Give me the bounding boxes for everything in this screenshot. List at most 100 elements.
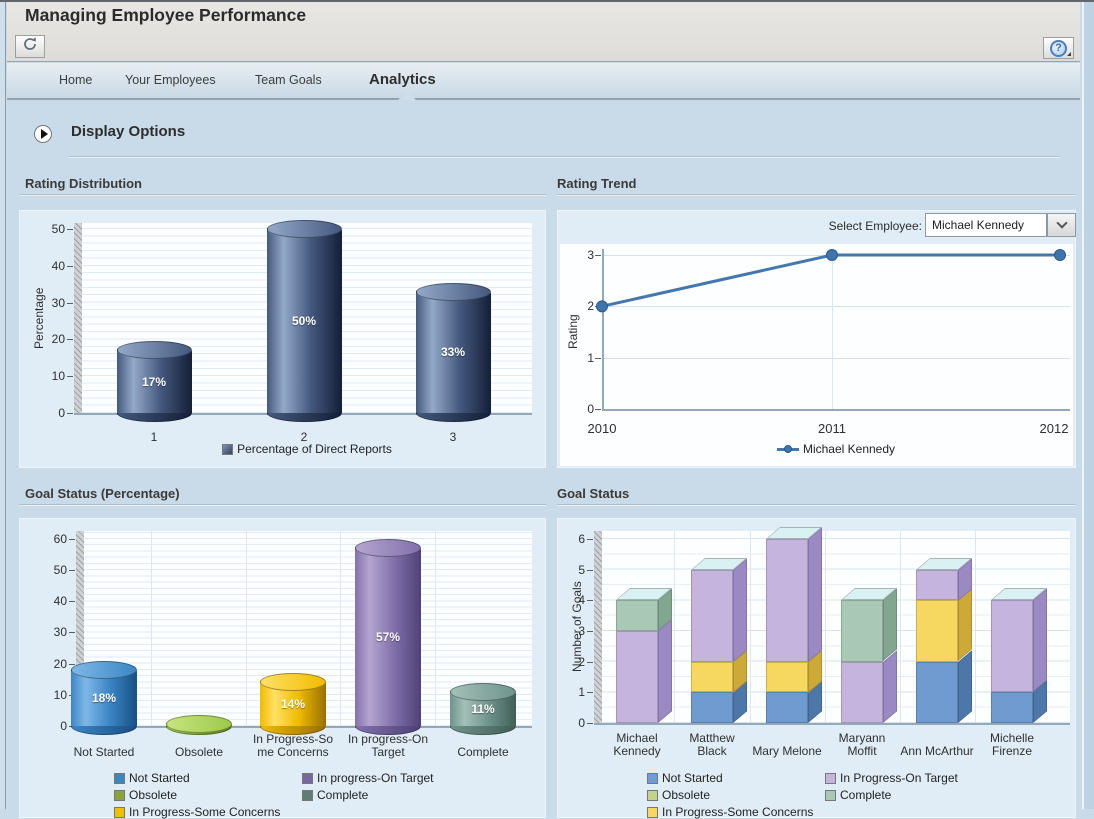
legend-swatch <box>114 806 125 818</box>
segment-front <box>766 661 808 693</box>
segment-side <box>958 588 972 662</box>
segment-front <box>691 569 733 662</box>
grid-line-vertical <box>975 531 976 723</box>
x-category-label: Ann McArthur <box>900 744 974 758</box>
stacked-bar-segment <box>841 649 897 723</box>
legend-item: Complete <box>825 788 891 802</box>
chart-legend: Percentage of Direct Reports <box>82 442 532 456</box>
legend-swatch <box>302 789 313 801</box>
y-tick-label: 10 <box>51 369 65 384</box>
x-category-label: Michael Kennedy <box>613 731 661 758</box>
cylinder-bar: 17% <box>116 350 192 413</box>
segment-front <box>916 661 958 723</box>
x-category-label: 2 <box>300 430 308 444</box>
x-category-label: 3 <box>449 430 457 444</box>
y-tick-label: 60 <box>53 531 67 546</box>
legend-label: Not Started <box>662 771 723 785</box>
display-options-expand-button[interactable] <box>34 125 52 143</box>
tab-your-employees[interactable]: Your Employees <box>125 73 216 87</box>
axis-wall <box>74 223 82 413</box>
grid-line-horizontal <box>602 255 1070 256</box>
legend-item: In Progress-On Target <box>825 771 958 785</box>
page-title: Managing Employee Performance <box>25 5 307 25</box>
y-tick-label: 0 <box>60 719 67 733</box>
legend-swatch <box>647 772 658 784</box>
employee-dropdown[interactable]: Michael Kennedy <box>925 213 1047 237</box>
x-axis-line <box>594 723 1070 725</box>
stacked-bar-segment <box>691 680 747 723</box>
grid-line-vertical <box>750 531 751 723</box>
x-category-label: Complete <box>457 745 509 759</box>
divider <box>557 504 1076 506</box>
x-category-label: Not Started <box>73 745 135 759</box>
cylinder-top-ellipse <box>266 220 342 238</box>
bar-data-label: 33% <box>440 345 466 360</box>
segment-side <box>733 557 747 662</box>
segment-front <box>841 661 883 723</box>
bar-data-label: 11% <box>471 701 495 716</box>
employee-dropdown-button[interactable] <box>1047 213 1076 237</box>
y-tick-label: 4 <box>578 593 585 608</box>
legend-swatch <box>825 789 836 801</box>
section-title-goal-status: Goal Status <box>557 486 630 501</box>
legend-label: Percentage of Direct Reports <box>237 442 392 456</box>
legend-label: Complete <box>317 788 369 802</box>
stacked-bar-segment <box>616 588 673 631</box>
divider <box>557 194 1076 196</box>
stacked-bar-segment <box>766 680 822 723</box>
bar-data-label: 17% <box>141 374 167 389</box>
tab-analytics[interactable]: Analytics <box>369 71 436 88</box>
legend-swatch <box>825 772 836 784</box>
grid-line-vertical <box>246 531 247 726</box>
cylinder-top-ellipse <box>415 282 491 301</box>
goal-status-chart: Number of Goals Not Started Obsolete In Pr… <box>557 518 1076 819</box>
x-category-label: Maryann Moffit <box>838 731 886 758</box>
segment-front <box>916 600 958 662</box>
legend-label: In Progress-Some Concerns <box>129 805 281 819</box>
cylinder-top-ellipse <box>450 682 516 701</box>
divider <box>19 504 546 506</box>
legend-swatch <box>222 443 234 455</box>
divider <box>19 194 546 196</box>
axis-wall <box>76 531 84 726</box>
segment-front <box>766 538 808 662</box>
y-tick-mark <box>595 255 601 256</box>
tab-home[interactable]: Home <box>59 73 93 87</box>
legend-label: Not Started <box>129 771 190 785</box>
divider <box>69 156 1060 158</box>
axis-wall <box>594 531 602 723</box>
segment-front <box>991 692 1033 723</box>
stacked-bar-segment <box>991 680 1047 723</box>
page-header: Managing Employee Performance ? <box>7 2 1080 62</box>
x-category-label: Obsolete <box>174 745 224 759</box>
stacked-bar-segment <box>766 649 822 693</box>
stacked-bar-segment <box>766 526 823 662</box>
segment-front <box>991 600 1033 693</box>
bar-data-label: 14% <box>280 697 306 712</box>
active-tab-pointer <box>398 92 416 100</box>
help-button[interactable]: ? <box>1043 37 1074 59</box>
y-tick-label: 30 <box>51 295 65 310</box>
tab-team-goals[interactable]: Team Goals <box>255 73 322 87</box>
window-top-border <box>0 0 1094 2</box>
y-tick-label: 6 <box>578 531 585 546</box>
help-icon: ? <box>1050 39 1067 57</box>
grid-line-vertical <box>151 531 152 726</box>
chart-legend: Michael Kennedy <box>602 442 1070 456</box>
grid-line-horizontal <box>602 357 1070 359</box>
chevron-down-icon <box>1055 217 1068 229</box>
rating-distribution-chart: Percentage 0 10 20 30 40 50 17% 1 50% 2 33% 3 Percen… <box>19 210 546 468</box>
y-tick-label: 3 <box>578 623 585 638</box>
grid-line-vertical <box>435 531 436 726</box>
grid-line-vertical <box>900 531 901 723</box>
y-tick-mark <box>67 229 73 230</box>
y-tick-mark <box>69 601 75 603</box>
segment-front <box>691 661 733 693</box>
y-tick-label: 50 <box>53 563 67 578</box>
refresh-button[interactable] <box>15 35 45 58</box>
legend-swatch <box>302 772 313 784</box>
y-tick-mark <box>587 569 593 571</box>
x-tick-label: 2010 <box>587 421 617 436</box>
rating-trend-chart: Select Employee: Michael Kennedy Rating … <box>557 210 1076 468</box>
